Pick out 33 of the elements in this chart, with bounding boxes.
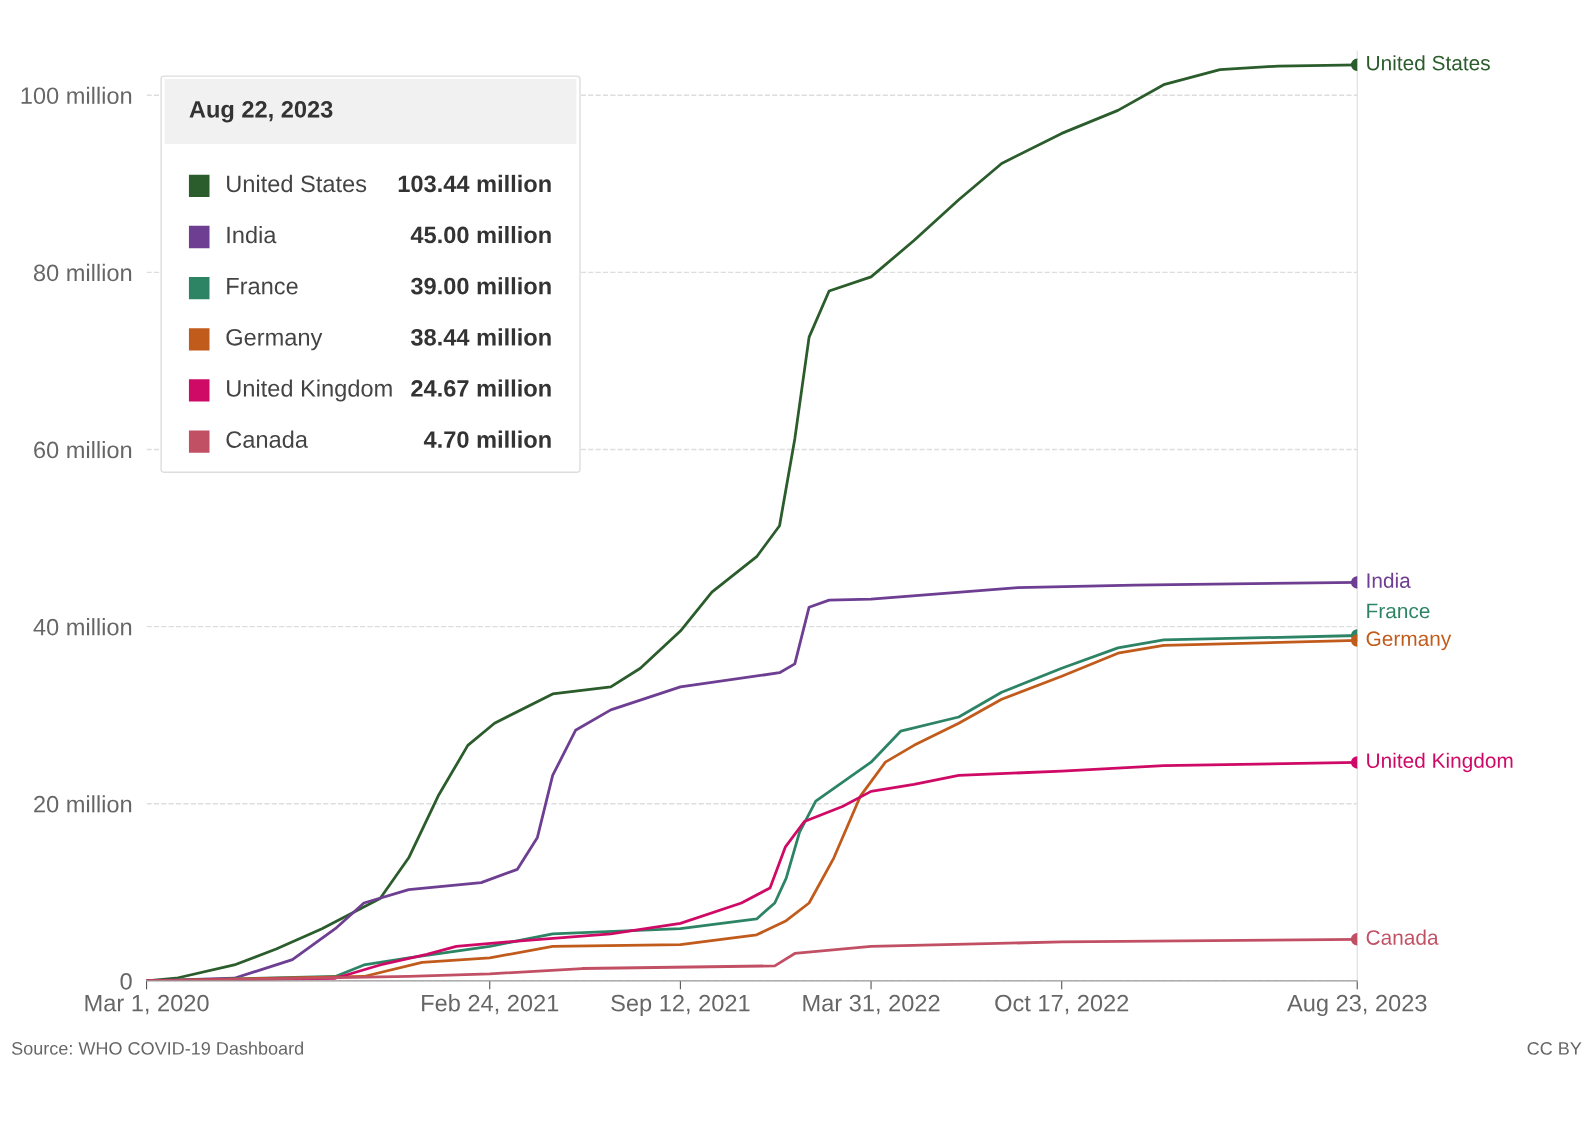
- legend-title: Aug 22, 2023: [189, 100, 333, 123]
- text: CC BY: [1527, 1042, 1582, 1055]
- y-tick-label: 60 million: [34, 440, 132, 459]
- text: United Kingdom: [1367, 752, 1513, 773]
- annotation: 24.67 million: [411, 379, 551, 397]
- legend-label: India: [227, 226, 277, 244]
- x-tick-label: Mar 31, 2022: [803, 994, 940, 1015]
- legend-label: United Kingdom: [227, 379, 392, 402]
- y-tick-label: 80 million: [33, 263, 132, 282]
- text: India: [1367, 572, 1411, 588]
- annotation: 38.44 million: [410, 328, 551, 346]
- text: Canada: [1366, 929, 1439, 945]
- y-tick-label: 40 million: [33, 618, 132, 636]
- legend-label: France: [227, 278, 298, 295]
- x-tick-label: Sep 12, 2021: [611, 994, 750, 1017]
- annotation: 39.00 million: [410, 277, 551, 295]
- text: Germany: [1366, 631, 1452, 651]
- y-tick-label: 100 million: [21, 86, 132, 105]
- annotation: 103.44 million: [398, 174, 551, 193]
- legend-label: United States: [227, 174, 367, 193]
- source-note: Source: WHO COVID-19 Dashboard: [11, 1041, 303, 1055]
- annotation: 4.70 million: [423, 430, 551, 448]
- y-tick-label: 0: [120, 972, 132, 990]
- x-tick-label: Aug 23, 2023: [1287, 994, 1427, 1017]
- legend-label: Germany: [226, 328, 323, 351]
- text: France: [1367, 603, 1430, 619]
- text: United States: [1367, 55, 1490, 71]
- y-tick-label: 20 million: [34, 795, 132, 813]
- x-tick-label: Oct 17, 2022: [995, 994, 1129, 1015]
- legend-label: Canada: [226, 430, 308, 448]
- x-tick-label: Feb 24, 2021: [422, 994, 559, 1015]
- x-tick-label: Mar 1, 2020: [85, 994, 209, 1015]
- annotation: 45.00 million: [410, 226, 551, 244]
